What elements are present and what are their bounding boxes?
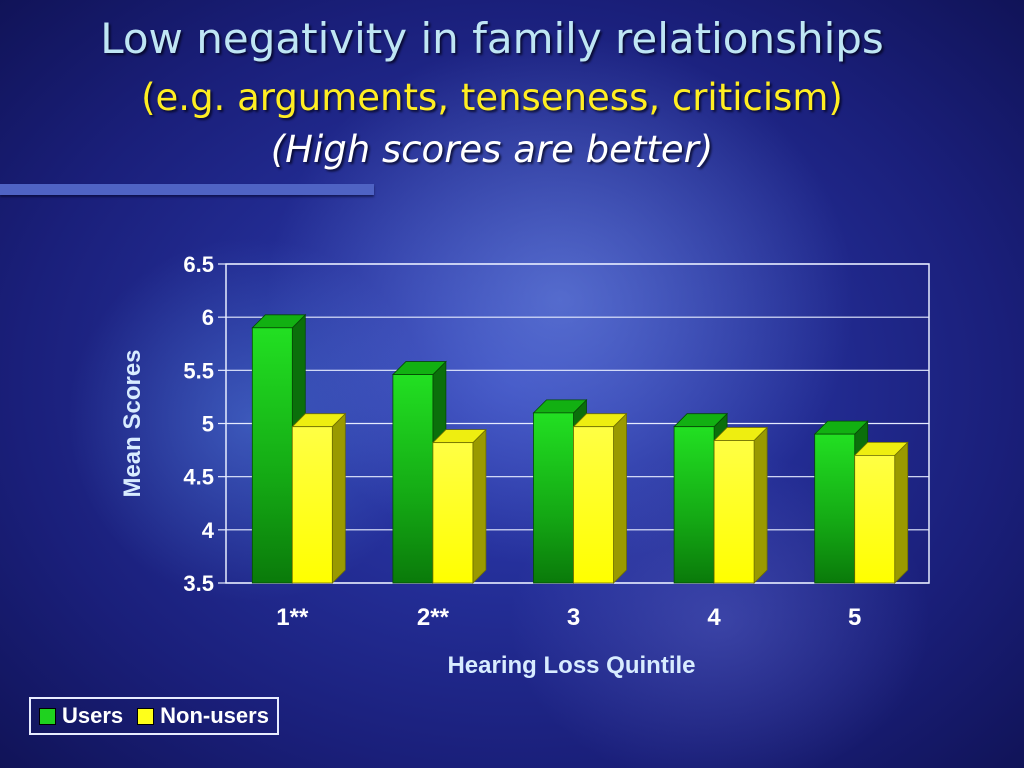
y-tick-label: 4.5 <box>183 465 214 490</box>
x-tick-label: 4 <box>707 604 721 631</box>
legend-swatch-non-users <box>137 707 155 725</box>
legend-entry-users: Users <box>39 703 123 729</box>
legend-label-users: Users <box>62 703 124 728</box>
bar-non-users-4 <box>713 426 769 584</box>
chart-legend: Users Non-users <box>29 697 279 735</box>
y-tick-label: 4 <box>202 518 215 543</box>
x-tick-label: 3 <box>567 604 580 631</box>
legend-entry-non-users: Non-users <box>137 703 269 729</box>
legend-label-non-users: Non-users <box>160 703 269 728</box>
accent-bar <box>0 184 374 195</box>
slide-title: Low negativity in family relationships <box>100 14 884 63</box>
x-tick-label: 2** <box>417 604 450 631</box>
bar-non-users-2 <box>431 428 487 584</box>
y-tick-label: 5 <box>202 412 214 437</box>
y-axis-title: Mean Scores <box>119 349 146 497</box>
bar-non-users-3 <box>572 412 628 584</box>
y-tick-label: 3.5 <box>183 571 214 596</box>
legend-swatch-users <box>39 707 56 725</box>
y-tick-label: 5.5 <box>183 358 214 383</box>
x-tick-label: 5 <box>848 604 861 631</box>
bar-non-users-1 <box>291 412 347 584</box>
x-axis-title: Hearing Loss Quintile <box>447 652 695 679</box>
x-tick-label: 1** <box>276 604 309 631</box>
slide-note: (High scores are better) <box>270 128 714 171</box>
bar-non-users-5 <box>853 441 909 584</box>
y-tick-label: 6.5 <box>183 252 214 277</box>
slide-subtitle: (e.g. arguments, tenseness, criticism) <box>141 76 843 119</box>
y-tick-label: 6 <box>202 305 214 330</box>
